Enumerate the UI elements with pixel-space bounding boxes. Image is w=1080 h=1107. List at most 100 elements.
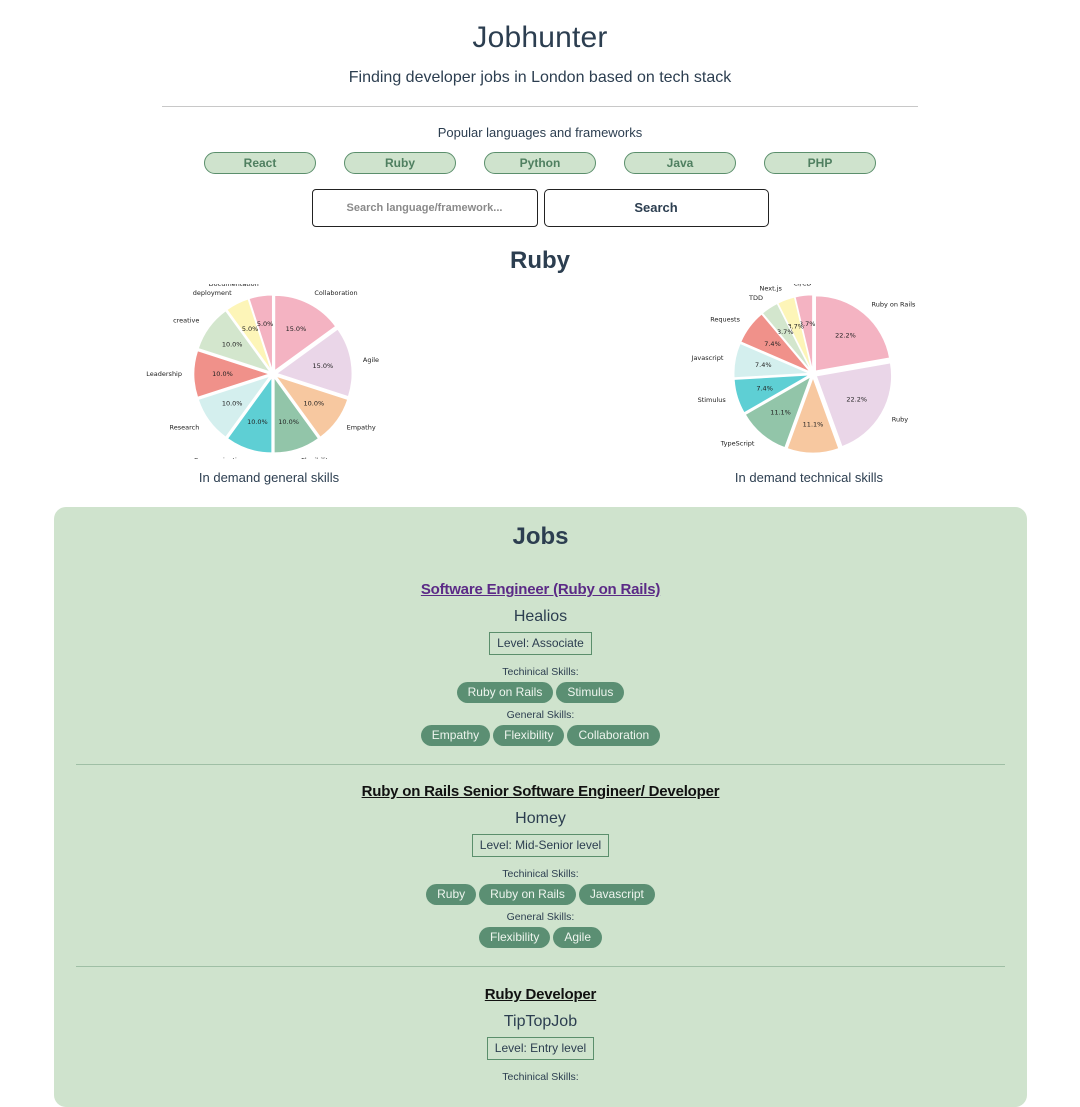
pie-category-label: deployment (193, 289, 232, 297)
pie-category-label: Javascript (691, 354, 724, 362)
general-skills-pie: 5.0% Documentation 5.0% deployment 10.0% crea… (146, 284, 379, 459)
search-row: Search (0, 189, 1080, 227)
pie-percent-label: 10.0% (212, 370, 233, 378)
app-title: Jobhunter (472, 21, 608, 54)
pie-slice (274, 295, 337, 372)
skill-pill: Stimulus (556, 682, 625, 703)
technical-skills-chart: 3.7% CI/CD 3.7% Next.js 3.7% TDD 7.4% Requests 7… (682, 284, 942, 459)
pie-percent-label: 5.0% (242, 325, 259, 333)
chip-react[interactable]: React (204, 152, 316, 174)
job-level: Level: Associate (489, 632, 592, 655)
search-input[interactable] (311, 189, 538, 227)
general-skills-label: General Skills: (506, 911, 575, 923)
selected-language-title: Ruby (510, 247, 570, 274)
pie-percent-label: 3.7% (777, 328, 794, 336)
pie-slice (777, 296, 813, 371)
pie-slice (197, 310, 271, 373)
pie-slice (248, 294, 273, 371)
header-divider (162, 106, 918, 107)
pie-slice (275, 375, 349, 438)
pie-percent-label: 5.0% (257, 320, 274, 328)
job-title-link[interactable]: Ruby on Rails Senior Software Engineer/ … (361, 783, 720, 800)
job-level: Level: Mid-Senior level (471, 834, 610, 857)
pie-slice (276, 328, 353, 398)
skill-pill: Ruby on Rails (456, 682, 554, 703)
pie-slice (197, 375, 271, 438)
general-skills-caption: In demand general skills (198, 470, 340, 485)
technical-skills-label: Techinical Skills: (502, 1071, 579, 1083)
pie-slice (193, 350, 271, 398)
general-skills-list: Empathy Flexibility Collaboration (54, 725, 1027, 746)
pie-slice (740, 313, 811, 372)
pie-slice (273, 376, 319, 454)
pie-percent-label: 7.4% (764, 340, 781, 348)
pie-slice (786, 376, 840, 454)
pie-percent-label: 7.4% (756, 384, 773, 392)
pie-percent-label: 7.4% (755, 361, 772, 369)
pie-slice (733, 343, 810, 379)
pie-category-label: TypeScript (720, 440, 755, 448)
jobs-panel: Jobs Software Engineer (Ruby on Rails) H… (54, 507, 1027, 1107)
pie-slice (744, 376, 812, 449)
job-company: Healios (513, 608, 568, 625)
skill-pill: Ruby (426, 884, 477, 905)
pie-percent-label: 22.2% (846, 395, 867, 403)
job-divider (76, 764, 1005, 765)
pie-category-label: Leadership (146, 370, 182, 378)
job-title-link[interactable]: Ruby Developer (484, 986, 597, 1003)
technical-skills-list: Ruby Ruby on Rails Javascript (54, 884, 1027, 905)
general-skills-label: General Skills: (506, 709, 575, 721)
pie-category-label: Ruby (892, 416, 908, 424)
pie-category-label: Agile (363, 356, 379, 364)
pie-percent-label: 15.0% (313, 362, 334, 370)
pie-category-label: Empathy (347, 423, 376, 431)
pie-category-label: creative (173, 317, 199, 325)
app-subtitle: Finding developer jobs in London based o… (348, 69, 732, 86)
pie-category-label: Ruby on Rails (871, 300, 916, 308)
technical-skills-pie: 3.7% CI/CD 3.7% Next.js 3.7% TDD 7.4% Requests 7… (691, 284, 916, 454)
pie-category-label: Communication (194, 457, 245, 459)
chip-python[interactable]: Python (484, 152, 596, 174)
pie-slice (733, 374, 810, 414)
pie-percent-label: 11.1% (803, 421, 824, 429)
job-level: Level: Entry level (486, 1037, 595, 1060)
pie-category-label: TDD (748, 294, 763, 302)
chip-java[interactable]: Java (624, 152, 736, 174)
pie-category-label: Documentation (209, 284, 259, 288)
technical-skills-caption: In demand technical skills (734, 470, 884, 485)
technical-skills-label: Techinical Skills: (502, 868, 579, 880)
pie-category-label: Research (170, 423, 200, 431)
job-card: Ruby Developer TipTopJob Level: Entry le… (54, 986, 1027, 1083)
job-card: Ruby on Rails Senior Software Engineer/ … (54, 783, 1027, 967)
pie-percent-label: 10.0% (278, 418, 299, 426)
pie-percent-label: 11.1% (770, 409, 791, 417)
job-card: Software Engineer (Ruby on Rails) Healio… (54, 581, 1027, 765)
pie-category-label: Collaboration (314, 289, 357, 297)
job-title-link[interactable]: Software Engineer (Ruby on Rails) (420, 581, 661, 598)
pie-slice (794, 294, 813, 371)
job-divider (76, 966, 1005, 967)
pie-slice (815, 362, 892, 447)
skill-pill: Agile (553, 927, 603, 948)
pie-percent-label: 3.7% (787, 323, 804, 331)
app-header: Jobhunter Finding developer jobs in Lond… (0, 0, 1080, 88)
pie-percent-label: 3.7% (799, 320, 816, 328)
pie-percent-label: 10.0% (304, 400, 325, 408)
pie-percent-label: 10.0% (222, 340, 243, 348)
skill-pill: Ruby on Rails (479, 884, 576, 905)
chip-ruby[interactable]: Ruby (344, 152, 456, 174)
popular-label: Popular languages and frameworks (437, 125, 643, 140)
pie-slice (762, 303, 812, 371)
general-skills-list: Flexibility Agile (54, 927, 1027, 948)
search-button[interactable]: Search (543, 189, 769, 227)
pie-percent-label: 10.0% (222, 400, 243, 408)
pie-category-label: Requests (710, 316, 740, 324)
chip-php[interactable]: PHP (764, 152, 876, 174)
pie-category-label: Stimulus (698, 396, 727, 404)
technical-skills-label: Techinical Skills: (502, 666, 579, 678)
pie-slice (226, 298, 272, 371)
skill-pill: Flexibility (493, 725, 565, 746)
skill-pill: Javascript (578, 884, 655, 905)
pie-category-label: Next.js (759, 284, 782, 292)
pie-category-label: CI/CD (793, 284, 811, 288)
